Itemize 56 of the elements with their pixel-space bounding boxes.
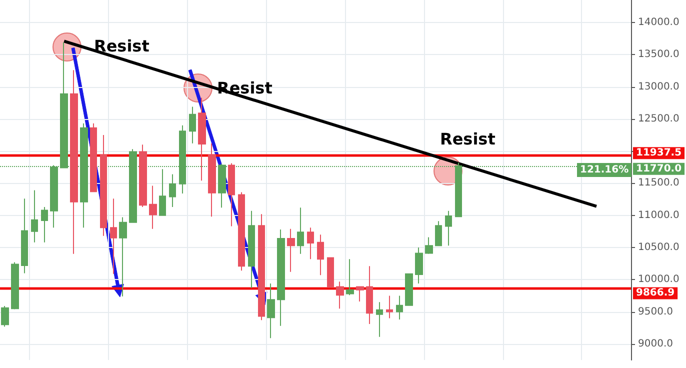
candlestick [405,273,413,306]
y-tick-label: 11500.0 [638,178,680,189]
candlestick [139,144,147,208]
candlestick [1,306,9,328]
y-tick-label: 10500.0 [638,242,680,253]
candlestick [110,198,117,274]
annotation: 121.16% [580,164,629,176]
candlestick [169,174,176,208]
y-tick-label: 9500.0 [638,306,673,318]
candlestick [11,262,19,310]
candlestick [356,286,364,302]
candlestick [415,247,423,284]
ref-line-label: 9866.9 [636,288,675,299]
candlestick [396,295,403,320]
candlestick [248,210,255,288]
annotation: Resist [440,130,496,148]
candlestick [346,258,354,296]
candlestick [189,106,196,144]
candlestick [327,257,334,288]
candlestick [317,234,324,276]
candlestick [425,236,433,254]
y-tick-label: 13000.0 [638,81,680,92]
candlestick [208,142,216,218]
candlestick [336,281,344,310]
y-tick-label: 14000.0 [638,17,680,28]
y-tick-label: 11000.0 [638,210,680,221]
candlestick [267,283,275,339]
candlestick [41,206,48,243]
candlestick [228,162,235,227]
y-tick-label: 9000.0 [638,338,673,350]
candlestick [31,190,38,243]
candlestick [297,207,304,254]
candlestick [435,220,442,246]
candlestick [90,122,97,192]
candlestick [386,295,393,319]
candlestick [70,70,78,254]
candlestick [159,168,166,216]
candlestick [287,228,295,272]
candlestick [445,210,452,246]
candlestick [277,229,285,326]
y-tick-label: 12500.0 [638,113,680,124]
candlestick [149,185,157,230]
candlestick [258,214,265,321]
ref-line-label: 11770.0 [636,163,682,174]
y-tick-label: 10000.0 [638,274,680,286]
annotation: Resist [94,36,150,56]
candlestick [376,302,383,338]
candlestick [198,97,206,182]
candlestick [100,134,107,236]
ref-line-label: 11937.5 [636,148,682,159]
candlestick [119,216,127,297]
y-tick-label: 13500.0 [638,49,680,60]
candlestick [238,192,245,272]
candlestick [366,266,373,324]
candlestick [307,227,314,260]
candlestick [21,198,28,274]
